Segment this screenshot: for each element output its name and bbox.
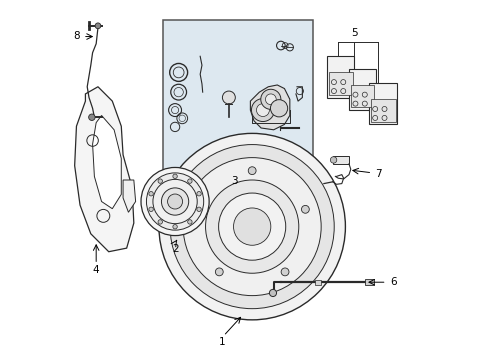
Bar (351, 85, 374, 107)
Circle shape (205, 180, 299, 273)
Circle shape (270, 289, 276, 297)
Circle shape (219, 193, 286, 260)
Circle shape (197, 192, 201, 196)
Text: 3: 3 (231, 176, 238, 186)
Text: 6: 6 (391, 277, 397, 287)
Circle shape (266, 94, 276, 105)
Circle shape (159, 134, 345, 320)
Circle shape (158, 220, 163, 224)
Text: 1: 1 (219, 337, 225, 347)
Circle shape (256, 104, 270, 117)
Circle shape (147, 173, 204, 230)
Bar (365, 279, 374, 285)
Circle shape (161, 188, 189, 215)
Bar (329, 72, 353, 95)
Circle shape (173, 225, 177, 229)
Circle shape (188, 220, 192, 224)
Polygon shape (74, 87, 134, 252)
Bar (333, 156, 349, 164)
Bar (368, 83, 397, 125)
Polygon shape (250, 85, 290, 130)
Circle shape (281, 268, 289, 276)
Circle shape (234, 208, 271, 245)
Circle shape (141, 167, 209, 235)
Circle shape (188, 179, 192, 183)
Bar (315, 280, 321, 285)
Circle shape (270, 100, 288, 117)
Circle shape (170, 145, 334, 309)
Text: 4: 4 (93, 265, 99, 275)
Circle shape (197, 207, 201, 212)
Circle shape (183, 158, 321, 296)
Bar (327, 56, 354, 98)
Circle shape (251, 99, 274, 122)
Circle shape (261, 89, 281, 109)
Circle shape (330, 157, 337, 163)
Circle shape (89, 114, 95, 121)
Bar (163, 21, 313, 175)
Circle shape (301, 206, 309, 213)
Circle shape (173, 174, 177, 179)
Circle shape (153, 179, 197, 224)
Text: 8: 8 (73, 31, 80, 41)
Circle shape (168, 194, 183, 209)
Text: 2: 2 (172, 244, 178, 254)
Circle shape (222, 91, 235, 104)
Circle shape (248, 167, 256, 175)
Polygon shape (123, 180, 136, 212)
Circle shape (216, 268, 223, 276)
Bar (370, 99, 395, 122)
Circle shape (158, 179, 163, 183)
Circle shape (149, 192, 153, 196)
Text: 5: 5 (351, 28, 358, 38)
Text: 7: 7 (375, 168, 382, 179)
Circle shape (95, 23, 101, 29)
Circle shape (195, 206, 203, 213)
Bar (349, 69, 376, 110)
Polygon shape (93, 116, 122, 209)
Circle shape (149, 207, 153, 212)
